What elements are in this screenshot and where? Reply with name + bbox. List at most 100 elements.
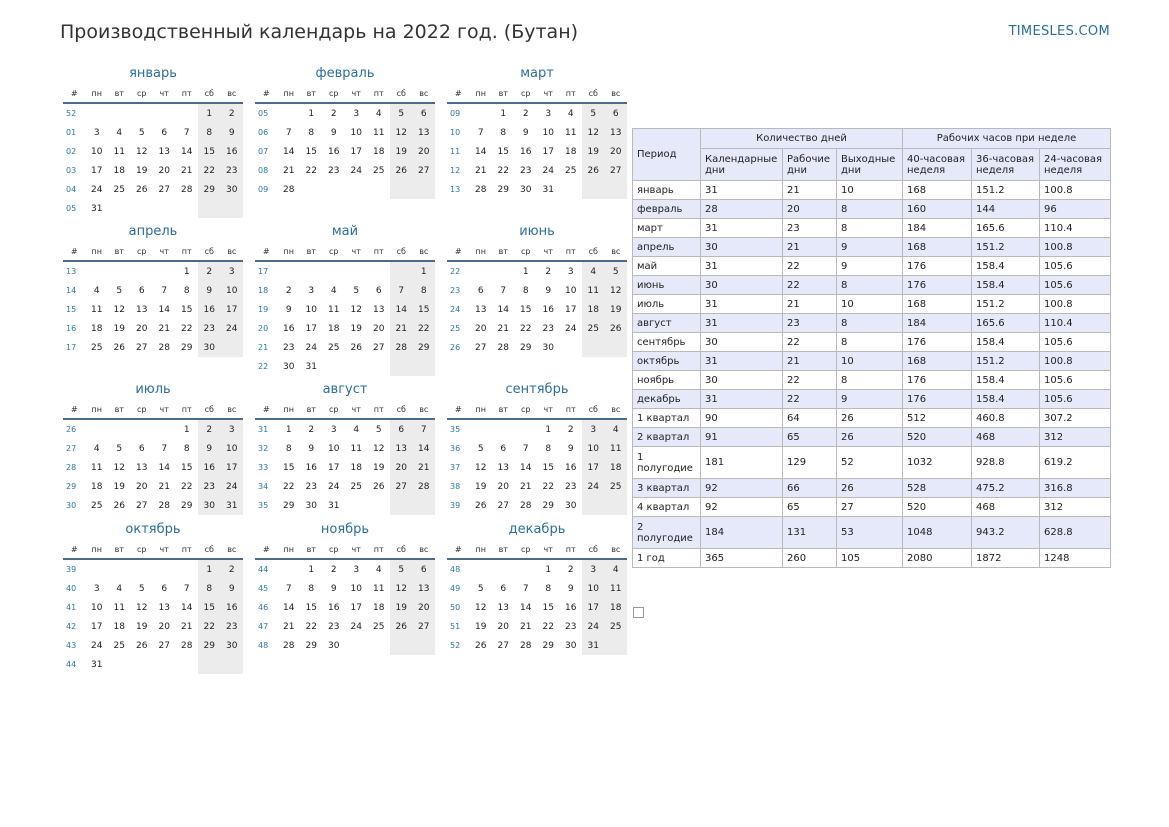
day-cell: 24 <box>220 477 243 496</box>
weekday-header: # <box>447 84 470 104</box>
table-row: 1 полугодие 181 129 52 1032 928.8 619.2 <box>632 446 1111 479</box>
day-cell: 5 <box>477 443 484 454</box>
table-row: январь 31 21 10 168 151.2 100.8 <box>632 180 1111 200</box>
day-cell: 17 <box>542 146 554 157</box>
day-cell: 11 <box>113 602 125 613</box>
value-cell: 619.2 <box>1039 446 1111 479</box>
week-number: 36 <box>450 444 461 453</box>
day-cell: 20 <box>497 621 509 632</box>
day-cell <box>492 261 515 281</box>
day-cell: 18 <box>328 323 340 334</box>
value-cell: 151.2 <box>971 294 1040 314</box>
day-cell: 17 <box>328 462 340 473</box>
weekday-header: вс <box>604 242 627 262</box>
week-number: 26 <box>450 343 461 352</box>
weekday-header: сб <box>390 84 413 104</box>
day-cell: 6 <box>375 285 382 296</box>
week-number: 11 <box>450 147 461 156</box>
checkbox[interactable] <box>633 607 644 618</box>
value-cell: 520 <box>902 427 972 447</box>
day-cell: 4 <box>375 108 382 119</box>
day-cell <box>582 180 605 199</box>
day-cell: 17 <box>582 458 605 477</box>
value-cell: 96 <box>1039 199 1111 219</box>
value-cell: 1048 <box>902 516 972 549</box>
period-cell: сентябрь <box>632 332 701 352</box>
day-cell: 26 <box>136 184 148 195</box>
day-cell: 23 <box>305 481 317 492</box>
month-name: октябрь <box>125 522 181 537</box>
day-cell: 15 <box>181 462 193 473</box>
day-cell <box>560 338 583 357</box>
day-cell: 5 <box>353 285 360 296</box>
weekday-header: вс <box>220 400 243 420</box>
day-cell: 3 <box>330 424 337 435</box>
value-cell: 168 <box>902 351 972 371</box>
day-cell <box>198 199 221 218</box>
day-cell: 15 <box>198 142 221 161</box>
day-cell: 1 <box>183 266 190 277</box>
day-cell <box>108 559 131 579</box>
day-cell: 12 <box>390 579 413 598</box>
day-cell <box>323 180 346 199</box>
day-cell: 9 <box>308 443 315 454</box>
day-cell: 11 <box>565 127 577 138</box>
week-number: 20 <box>258 324 269 333</box>
day-cell: 13 <box>475 304 487 315</box>
week-number: 24 <box>450 305 461 314</box>
site-link[interactable]: TIMESLES.COM <box>1008 24 1110 39</box>
day-cell: 8 <box>522 285 529 296</box>
day-cell: 15 <box>305 146 317 157</box>
month-calendar: май # пн вт ср чт пт сб вс 17 1 18 2 3 4 5 6 7 8 19 9 10 11 12 1… <box>255 222 435 376</box>
day-cell: 23 <box>565 481 577 492</box>
day-cell: 2 <box>285 285 292 296</box>
weekday-header: ср <box>130 242 153 262</box>
day-cell: 8 <box>198 579 221 598</box>
period-cell: август <box>632 313 701 333</box>
day-cell: 20 <box>604 142 627 161</box>
day-cell: 21 <box>412 458 435 477</box>
day-cell: 12 <box>136 146 148 157</box>
day-cell <box>278 559 301 579</box>
day-cell: 10 <box>350 583 362 594</box>
day-cell: 18 <box>91 481 103 492</box>
day-cell: 28 <box>520 640 532 651</box>
day-cell: 15 <box>412 300 435 319</box>
week-number: 34 <box>258 482 269 491</box>
day-cell: 13 <box>158 146 170 157</box>
day-cell: 24 <box>542 165 554 176</box>
day-cell: 7 <box>285 127 292 138</box>
weekday-header: вт <box>492 400 515 420</box>
day-cell: 28 <box>497 342 509 353</box>
day-cell: 4 <box>93 443 100 454</box>
day-cell: 10 <box>220 281 243 300</box>
day-cell: 9 <box>545 285 552 296</box>
day-cell: 10 <box>220 439 243 458</box>
day-cell <box>300 261 323 281</box>
table-row: декабрь 31 22 9 176 158.4 105.6 <box>632 389 1111 409</box>
day-cell: 25 <box>604 617 627 636</box>
day-cell: 12 <box>475 462 487 473</box>
week-number: 48 <box>450 565 461 574</box>
day-cell: 2 <box>220 103 243 123</box>
value-cell: 31 <box>700 218 783 238</box>
day-cell: 9 <box>285 304 292 315</box>
day-cell: 27 <box>136 500 148 511</box>
week-number: 33 <box>258 463 269 472</box>
day-cell: 31 <box>91 659 103 670</box>
value-cell: 26 <box>836 427 903 447</box>
weekday-header: сб <box>198 400 221 420</box>
weekday-header: ср <box>514 242 537 262</box>
day-cell: 24 <box>350 621 362 632</box>
weekday-header: чт <box>345 540 368 560</box>
value-cell: 168 <box>902 180 972 200</box>
week-number: 43 <box>66 641 77 650</box>
value-cell: 22 <box>782 332 837 352</box>
value-cell: 176 <box>902 389 972 409</box>
day-cell <box>390 180 413 199</box>
weekday-header: ср <box>322 242 345 262</box>
day-cell: 2 <box>308 424 315 435</box>
day-cell: 8 <box>183 443 190 454</box>
day-cell: 26 <box>475 640 487 651</box>
day-cell: 29 <box>542 500 554 511</box>
